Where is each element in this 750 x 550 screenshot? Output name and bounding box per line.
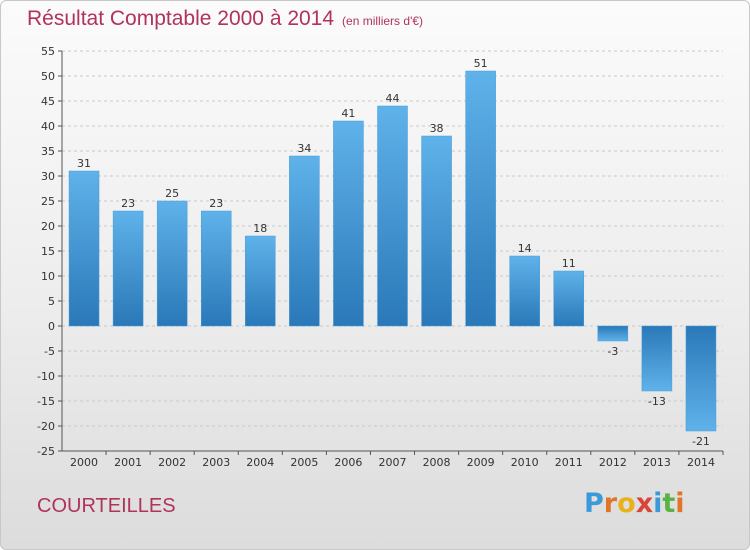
bar: [641, 325, 673, 392]
y-tick-label: 50: [41, 70, 55, 83]
bar: [597, 325, 629, 342]
y-tick-label: 15: [41, 245, 55, 258]
y-tick-label: -10: [37, 370, 55, 383]
x-tick-label: 2005: [290, 456, 318, 469]
commune-name: COURTEILLES: [37, 495, 176, 517]
y-tick-label: 5: [48, 295, 55, 308]
y-tick-label: 25: [41, 195, 55, 208]
y-tick-label: 55: [41, 45, 55, 58]
y-tick-label: 10: [41, 270, 55, 283]
y-tick-label: -5: [44, 345, 55, 358]
chart-subtitle: (en milliers d'€): [342, 14, 424, 28]
bar-value-label: 38: [430, 122, 444, 135]
proxiti-logo: Proxiti: [584, 488, 685, 519]
bar-value-label: 34: [297, 142, 311, 155]
bar: [200, 210, 232, 327]
bar-value-label: 44: [386, 92, 400, 105]
logo-letter: o: [617, 488, 636, 519]
bar: [685, 325, 717, 432]
bar-layer: 31 23 25 23 18 34 41 44 38 51 14 11 -3 -13 -21: [68, 57, 717, 448]
x-tick-label: 2011: [555, 456, 583, 469]
axis-layer: 5550454035302520151050-5-10-15-20-252000…: [37, 45, 724, 469]
x-tick-label: 2004: [246, 456, 274, 469]
bar: [245, 235, 276, 327]
bar-value-label: 31: [77, 157, 91, 170]
chart-title-text: Résultat Comptable 2000 à 2014: [27, 7, 335, 30]
bar: [509, 255, 540, 327]
bar: [377, 105, 408, 327]
bar-value-label: 51: [474, 57, 488, 70]
bar-value-label: 25: [165, 187, 179, 200]
y-tick-label: -15: [37, 395, 55, 408]
bar-value-label: 14: [518, 242, 532, 255]
y-tick-label: 35: [41, 145, 55, 158]
x-tick-label: 2014: [687, 456, 715, 469]
logo-letter: r: [603, 488, 618, 519]
bar-value-label: -21: [692, 435, 710, 448]
x-tick-label: 2012: [599, 456, 627, 469]
logo-letter: x: [635, 488, 654, 519]
bar-value-label: 41: [341, 107, 355, 120]
bar-value-label: -13: [648, 395, 666, 408]
bar: [421, 135, 452, 327]
y-tick-label: -25: [37, 445, 55, 458]
x-tick-label: 2002: [158, 456, 186, 469]
x-tick-label: 2001: [114, 456, 142, 469]
y-tick-label: 30: [41, 170, 55, 183]
x-tick-label: 2008: [423, 456, 451, 469]
y-tick-label: 20: [41, 220, 55, 233]
logo-letter: i: [675, 488, 685, 519]
bar: [333, 120, 364, 327]
bar: [112, 210, 144, 327]
bar-value-label: 18: [253, 222, 267, 235]
y-tick-label: 45: [41, 95, 55, 108]
x-tick-label: 2006: [334, 456, 362, 469]
x-tick-label: 2010: [511, 456, 539, 469]
logo-letter: t: [662, 488, 676, 519]
y-tick-label: 0: [48, 320, 55, 333]
x-tick-label: 2007: [379, 456, 407, 469]
bar: [289, 155, 320, 327]
x-tick-label: 2003: [202, 456, 230, 469]
x-tick-label: 2013: [643, 456, 671, 469]
bar: [156, 200, 188, 327]
y-tick-label: -20: [37, 420, 55, 433]
y-tick-label: 40: [41, 120, 55, 133]
x-tick-label: 2000: [70, 456, 98, 469]
bar: [465, 70, 496, 327]
logo-letter: P: [584, 488, 604, 519]
bar-value-label: 23: [209, 197, 223, 210]
bar: [553, 270, 585, 327]
x-tick-label: 2009: [467, 456, 495, 469]
bar-value-label: 23: [121, 197, 135, 210]
bar-value-label: -3: [607, 345, 618, 358]
chart-title: Résultat Comptable 2000 à 2014 (en millie…: [27, 7, 423, 31]
bar: [68, 170, 100, 327]
logo-letter: i: [653, 488, 663, 519]
bar-value-label: 11: [562, 257, 576, 270]
